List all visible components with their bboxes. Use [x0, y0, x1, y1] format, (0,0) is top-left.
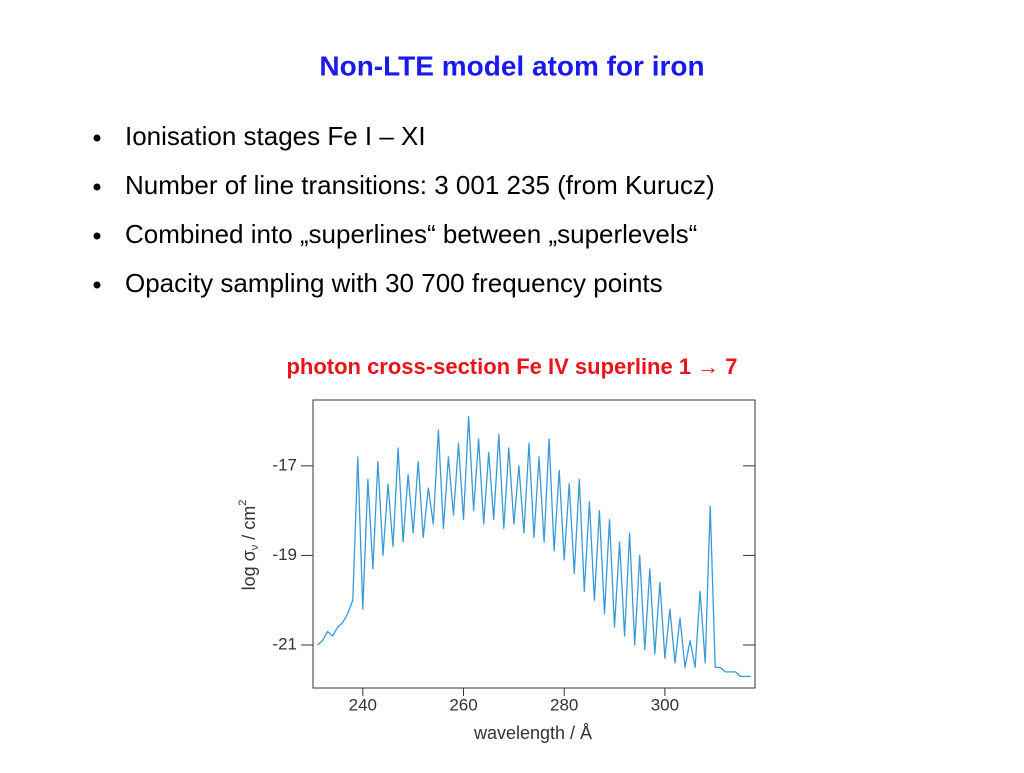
- x-tick-label: 280: [550, 695, 578, 714]
- x-tick-label: 240: [349, 695, 377, 714]
- y-tick-label: -17: [272, 455, 297, 474]
- y-tick-label: -21: [272, 634, 297, 653]
- bullet-dot: [93, 134, 101, 142]
- bullet-text: Number of line transitions: 3 001 235 (f…: [125, 170, 715, 200]
- bullet-text: Combined into „superlines“ between „supe…: [125, 219, 697, 249]
- chart-title: photon cross-section Fe IV superline 1 →…: [286, 354, 737, 379]
- plot-frame: [312, 399, 756, 689]
- y-axis-label: log σν / cm2: [237, 500, 261, 591]
- spectrum-line: [317, 415, 751, 678]
- x-tick-label: 260: [449, 695, 477, 714]
- y-tick-label: -19: [272, 545, 297, 564]
- y-label-sub: ν: [249, 544, 261, 550]
- y-label-sup: 2: [237, 500, 249, 506]
- bullet-dot: [93, 183, 101, 191]
- bullet-text: Ionisation stages Fe I – XI: [125, 121, 426, 151]
- bullet-text: Opacity sampling with 30 700 frequency p…: [125, 268, 663, 298]
- bullet-list: Ionisation stages Fe I – XI Number of lin…: [93, 121, 715, 298]
- x-axis-label: wavelength / Å: [473, 723, 592, 743]
- bullet-dot: [93, 281, 101, 289]
- bullet-dot: [93, 232, 101, 240]
- y-label-part: / cm: [239, 506, 259, 545]
- x-tick-label: 300: [651, 695, 679, 714]
- slide-title: Non-LTE model atom for iron: [319, 50, 704, 81]
- y-label-part: log σ: [239, 550, 259, 590]
